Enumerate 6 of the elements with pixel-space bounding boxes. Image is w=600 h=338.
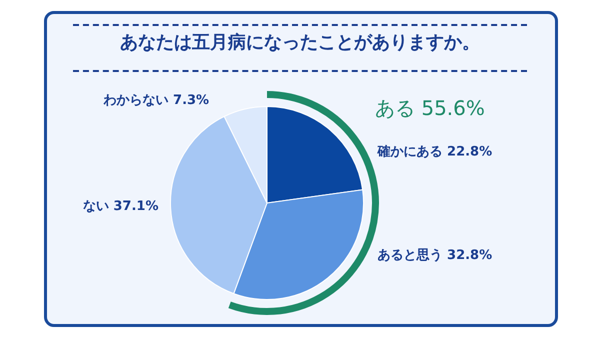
chart-title: あなたは五月病になったことがありますか。 [119,31,481,55]
slice-label: あると思う 32.8% [378,248,492,263]
slice-label: ない 37.1% [82,198,158,214]
text: ある 55.6% [375,96,485,120]
slice-label: 確かにある 22.8% [376,144,492,160]
slice-label: わからない 7.3% [102,92,210,108]
